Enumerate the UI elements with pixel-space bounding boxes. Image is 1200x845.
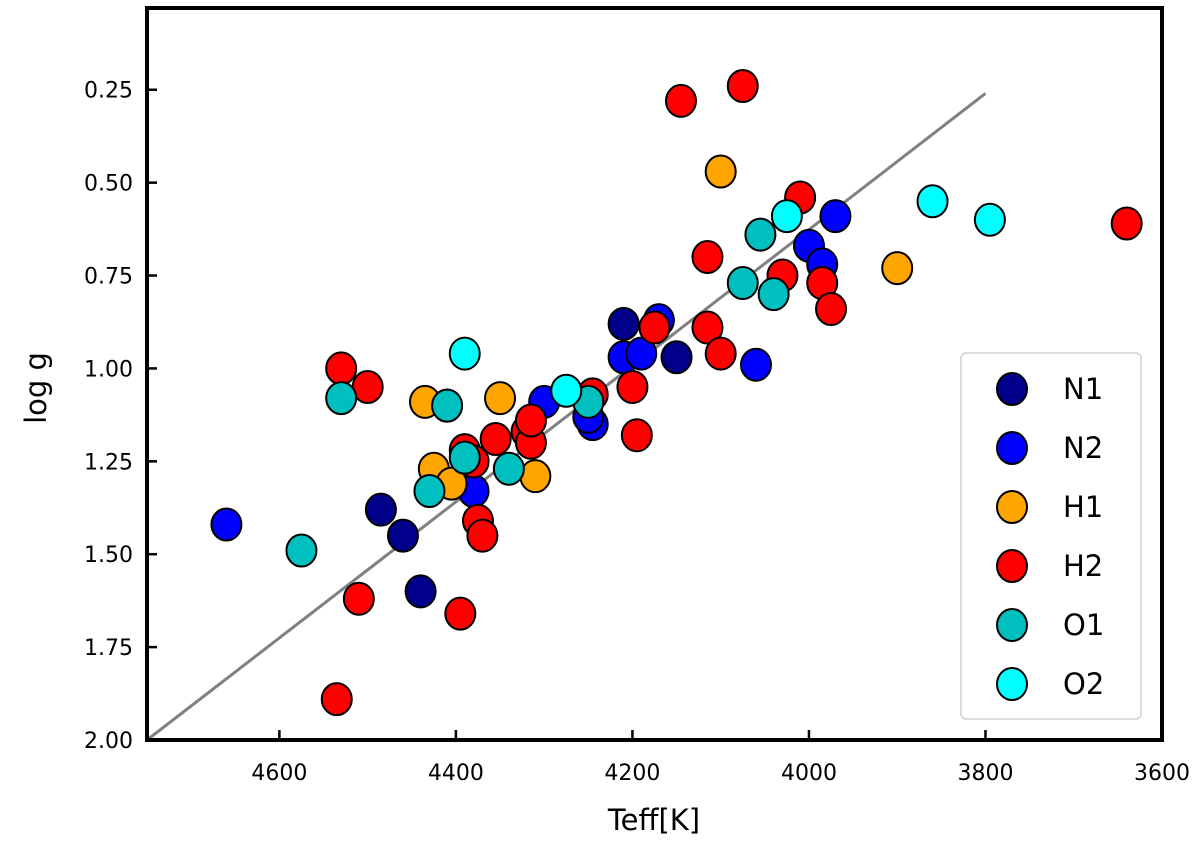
point-h2 (616, 370, 649, 405)
legend-label-o2: O2 (1063, 667, 1104, 701)
point-n2 (625, 336, 658, 371)
legend-marker-h1 (996, 490, 1028, 524)
legend-items: N1 N2 H1 H2 O1 O2 (996, 372, 1104, 701)
legend-label-o1: O1 (1063, 608, 1104, 642)
point-o2 (550, 373, 583, 408)
point-o2 (770, 199, 803, 234)
plot-frame (145, 6, 1164, 742)
point-o1 (757, 277, 790, 312)
point-h2 (691, 239, 724, 274)
point-n1 (660, 340, 693, 375)
x-tick-label: 4600 (251, 761, 307, 786)
point-h1 (704, 154, 737, 189)
point-n1 (607, 306, 640, 341)
point-h2 (1110, 206, 1143, 241)
x-axis-title: Teff[K] (607, 803, 700, 837)
point-h2 (514, 403, 547, 438)
point-h2 (620, 418, 653, 453)
point-h2 (444, 596, 477, 631)
legend: N1 N2 H1 H2 O1 O2 (960, 352, 1142, 720)
y-tick-label: 0.50 (84, 172, 133, 197)
point-o2 (973, 202, 1006, 237)
legend-marker-h2 (996, 549, 1028, 583)
y-tick-label: 2.00 (84, 729, 133, 754)
legend-marker-n2 (996, 431, 1028, 465)
point-o1 (285, 533, 318, 568)
point-o1 (744, 217, 777, 252)
point-h2 (726, 69, 759, 104)
x-tick-label: 3800 (957, 761, 1013, 786)
trend-line-layer (146, 92, 987, 742)
point-o1 (325, 381, 358, 416)
legend-frame (960, 352, 1142, 720)
point-h2 (320, 682, 353, 717)
x-tick-label: 3600 (1134, 761, 1190, 786)
y-tick-label: 1.00 (84, 357, 133, 382)
point-h1 (484, 381, 517, 416)
point-h2 (691, 310, 724, 345)
legend-marker-o2 (996, 667, 1028, 701)
data-points (210, 69, 1143, 717)
point-o2 (448, 336, 481, 371)
point-n2 (210, 507, 243, 542)
point-h1 (881, 251, 914, 286)
point-h2 (325, 351, 358, 386)
point-n2 (740, 347, 772, 382)
legend-label-n2: N2 (1063, 431, 1103, 465)
y-axis-title: log g (19, 352, 53, 424)
legend-label-n1: N1 (1063, 372, 1103, 406)
point-h2 (638, 310, 671, 345)
legend-marker-o1 (996, 608, 1028, 642)
trend-line (146, 92, 987, 742)
y-tick-label: 1.25 (84, 450, 133, 475)
point-h2 (342, 581, 375, 616)
point-o1 (492, 451, 525, 486)
point-h2 (664, 83, 697, 118)
y-tick-label: 0.25 (84, 79, 133, 104)
x-tick-label: 4000 (781, 761, 837, 786)
tick-labels: 4600 4400 4200 4000 3800 3600 0.25 0.50 0.75 1.00… (84, 79, 1190, 786)
legend-marker-n1 (996, 372, 1028, 406)
point-n1 (386, 518, 419, 553)
point-h2 (466, 518, 499, 553)
x-tick-label: 4200 (604, 761, 660, 786)
point-h2 (815, 291, 848, 326)
legend-label-h1: H1 (1063, 490, 1103, 524)
point-n1 (364, 492, 397, 527)
point-o1 (413, 474, 446, 509)
y-tick-label: 1.75 (84, 636, 133, 661)
point-o1 (431, 388, 464, 423)
point-n2 (819, 199, 852, 234)
point-o1 (448, 440, 481, 475)
y-tick-label: 0.75 (84, 265, 133, 290)
legend-label-h2: H2 (1063, 549, 1103, 583)
point-o1 (726, 265, 759, 300)
point-h2 (704, 336, 737, 371)
point-n1 (404, 574, 437, 609)
y-tick-label: 1.50 (84, 543, 133, 568)
point-h2 (479, 422, 512, 457)
point-h1 (519, 459, 552, 494)
x-tick-label: 4400 (428, 761, 484, 786)
point-o2 (916, 184, 949, 219)
